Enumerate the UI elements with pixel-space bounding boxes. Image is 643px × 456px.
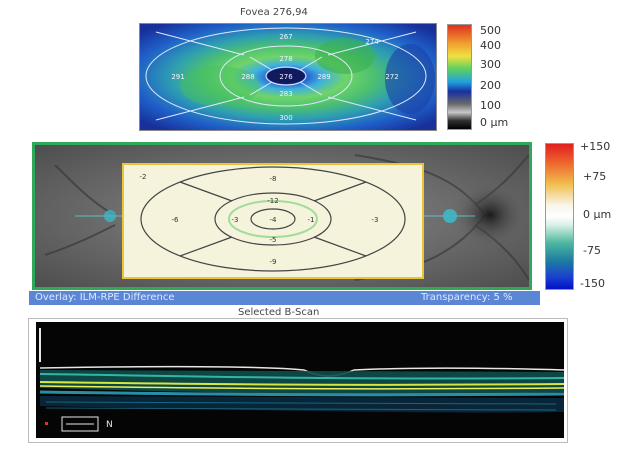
- thickness-colorbar: [447, 24, 472, 130]
- colorbar-label: 0 µm: [583, 208, 612, 221]
- sector-value: 300: [279, 114, 292, 122]
- overlay-label: Overlay: ILM-RPE Difference: [35, 292, 175, 303]
- bscan-scale-label: N: [106, 420, 113, 430]
- overlay-info-bar: Overlay: ILM-RPE Difference Transparency…: [29, 291, 540, 305]
- bscan-image: [36, 322, 564, 438]
- bscan-title: Selected B-Scan: [238, 307, 320, 318]
- colorbar-label: 300: [480, 58, 501, 71]
- fovea-center-value: 276: [279, 73, 293, 81]
- thickness-map: 276 267 278 288 289 283 291 272 300 274: [139, 23, 437, 131]
- colorbar-label: -150: [580, 277, 605, 290]
- colorbar-label: 200: [480, 79, 501, 92]
- sector-value: 288: [241, 73, 254, 81]
- sector-value: 272: [385, 73, 398, 81]
- transparency-label: Transparency: 5 %: [421, 292, 513, 303]
- colorbar-label: 0 µm: [480, 116, 509, 129]
- colorbar-label: 500: [480, 24, 501, 37]
- colorbar-label: 100: [480, 99, 501, 112]
- sector-value: 274: [365, 38, 379, 46]
- colorbar-label: +75: [583, 170, 607, 183]
- colorbar-label: +150: [580, 140, 611, 153]
- difference-colorbar: [545, 143, 574, 290]
- sector-value: 291: [171, 73, 184, 81]
- sector-value: 278: [279, 55, 292, 63]
- thickness-map-title: Fovea 276,94: [240, 7, 308, 18]
- fundus-image-panel: -4 -8 -12 -3 -1 -5 -6 -3 -9 -2: [32, 142, 532, 290]
- grid-value: -2: [140, 173, 147, 181]
- grid-value: -5: [270, 236, 277, 244]
- grid-value: -1: [308, 216, 315, 224]
- grid-value: -8: [270, 175, 277, 183]
- grid-value: -3: [372, 216, 379, 224]
- colorbar-label: -75: [583, 244, 601, 257]
- colorbar-label: 400: [480, 39, 501, 52]
- sector-value: 267: [279, 33, 292, 41]
- sector-value: 283: [279, 90, 292, 98]
- grid-value: -4: [270, 216, 278, 224]
- sector-value: 289: [317, 73, 330, 81]
- grid-value: -3: [232, 216, 239, 224]
- grid-value: -9: [270, 258, 277, 266]
- grid-value: -12: [267, 197, 278, 205]
- grid-value: -6: [172, 216, 180, 224]
